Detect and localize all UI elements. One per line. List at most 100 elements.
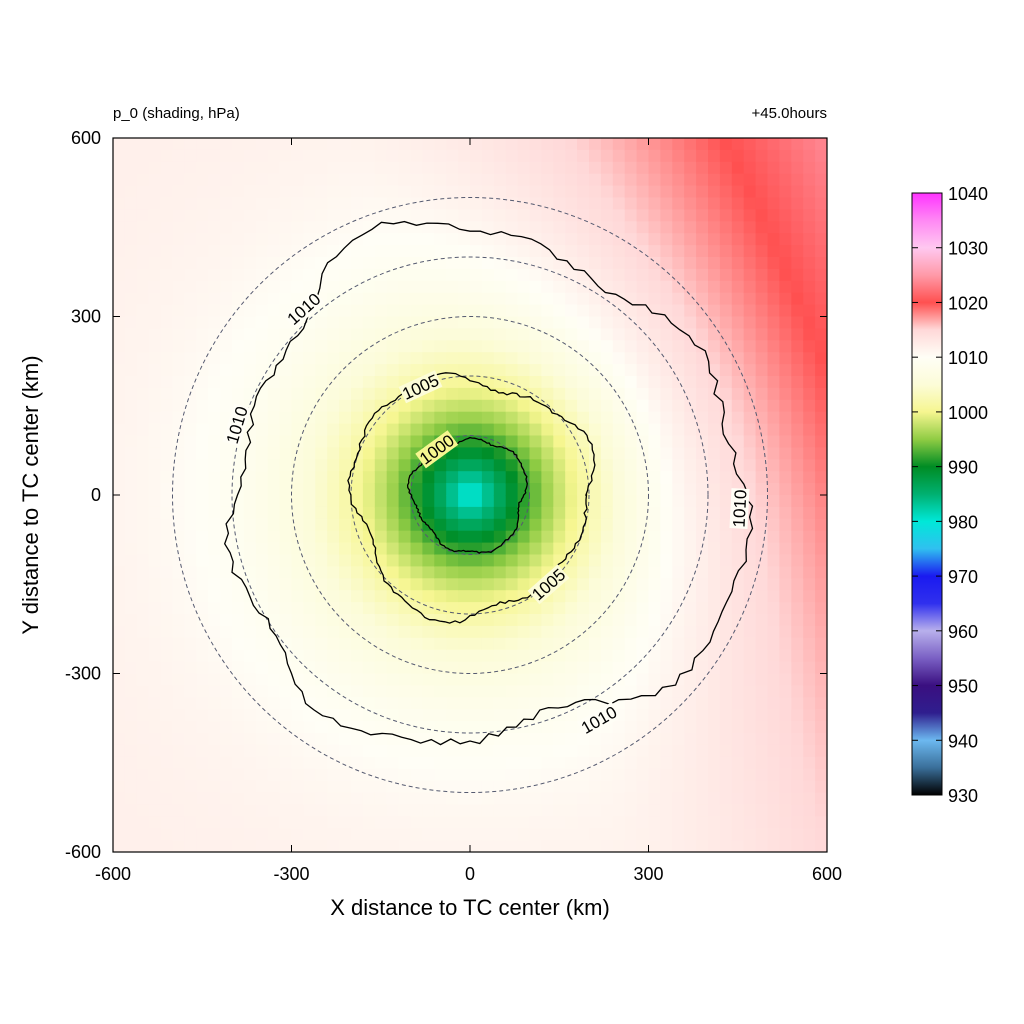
heat-cell — [279, 780, 293, 794]
heat-cell — [517, 352, 531, 365]
heat-cell — [589, 685, 602, 698]
heat-cell — [172, 542, 185, 556]
heat-cell — [208, 149, 221, 163]
heat-cell — [791, 685, 804, 698]
heat-cell — [148, 423, 162, 437]
heat-cell — [517, 161, 531, 175]
heat-cell — [589, 257, 602, 270]
heat-cell — [565, 816, 578, 829]
heat-cell — [446, 792, 459, 805]
heat-cell — [374, 506, 388, 520]
heat-cell — [696, 792, 709, 805]
heat-cell — [243, 780, 257, 794]
heat-cell — [696, 673, 709, 686]
heat-cell — [184, 840, 197, 852]
heat-cell — [481, 292, 495, 306]
heat-cell — [600, 328, 614, 341]
heat-cell — [386, 614, 400, 627]
heat-cell — [136, 614, 150, 627]
heat-cell — [743, 602, 757, 615]
heat-cell — [672, 614, 685, 627]
heat-cell — [553, 173, 566, 187]
heat-cell — [362, 721, 376, 734]
heat-cell — [541, 649, 554, 663]
heat-cell — [172, 304, 185, 318]
heat-cell — [505, 685, 519, 698]
heat-cell — [505, 138, 519, 151]
heat-cell — [612, 185, 626, 199]
heat-cell — [672, 387, 685, 401]
heat-cell — [815, 138, 827, 151]
heat-cell — [220, 209, 233, 222]
heat-cell — [398, 197, 412, 210]
heat-cell — [743, 245, 757, 258]
heat-cell — [553, 447, 566, 460]
heat-cell — [160, 637, 174, 651]
heat-cell — [672, 685, 685, 698]
heat-cell — [672, 197, 685, 210]
heat-cell — [398, 709, 412, 722]
heat-cell — [803, 625, 816, 639]
heat-cell — [232, 733, 245, 746]
heat-cell — [386, 280, 400, 294]
heat-cell — [362, 756, 376, 770]
heat-cell — [767, 602, 780, 615]
heat-cell — [541, 661, 554, 675]
heat-cell — [600, 280, 614, 294]
heat-cell — [303, 685, 316, 698]
heat-cell — [327, 804, 340, 817]
heat-cell — [505, 566, 519, 579]
heat-cell — [672, 328, 685, 341]
heat-cell — [577, 542, 590, 556]
heat-cell — [386, 245, 400, 258]
heat-cell — [815, 387, 827, 401]
heat-cell — [267, 780, 281, 794]
heat-cell — [565, 197, 578, 210]
heat-cell — [458, 756, 471, 770]
heat-cell — [386, 840, 400, 852]
heat-cell — [470, 721, 483, 734]
heat-cell — [113, 185, 126, 199]
heat-cell — [779, 483, 792, 496]
heat-cell — [184, 542, 197, 556]
heat-cell — [398, 423, 412, 437]
heat-cell — [600, 257, 614, 270]
heat-cell — [719, 828, 733, 841]
heat-cell — [589, 197, 602, 210]
heat-cell — [374, 387, 388, 401]
heat-cell — [374, 649, 388, 663]
heat-cell — [612, 376, 626, 389]
heat-cell — [267, 756, 281, 770]
heat-cell — [624, 447, 638, 460]
heat-cell — [196, 721, 209, 734]
heat-cell — [493, 340, 507, 353]
heat-cell — [470, 661, 483, 675]
heat-cell — [636, 816, 650, 829]
heat-cell — [255, 197, 269, 210]
heat-cell — [743, 364, 757, 377]
heat-cell — [529, 637, 542, 651]
heat-cell — [208, 542, 221, 556]
heat-cell — [481, 685, 495, 698]
heat-cell — [684, 673, 697, 686]
heat-cell — [315, 316, 328, 329]
heat-cell — [446, 649, 459, 663]
heat-cell — [803, 506, 816, 520]
heat-cell — [815, 721, 827, 734]
heat-cell — [517, 602, 531, 615]
heat-cell — [803, 816, 816, 829]
heat-cell — [124, 840, 138, 852]
heat-cell — [458, 173, 471, 187]
heat-cell — [446, 828, 459, 841]
heat-cell — [172, 423, 185, 437]
heat-cell — [386, 328, 400, 341]
heat-cell — [791, 411, 804, 425]
heat-cell — [791, 733, 804, 746]
heat-cell — [279, 590, 293, 603]
heat-cell — [708, 828, 721, 841]
heat-cell — [315, 495, 328, 508]
heat-cell — [374, 614, 388, 627]
heat-cell — [600, 614, 614, 627]
heat-cell — [172, 328, 185, 341]
heat-cell — [577, 614, 590, 627]
